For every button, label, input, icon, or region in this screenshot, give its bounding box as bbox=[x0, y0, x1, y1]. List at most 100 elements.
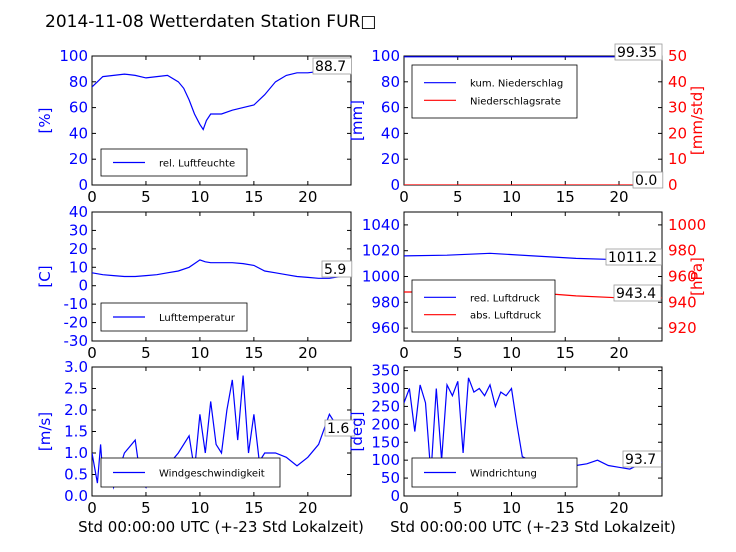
y2-tick-label: 50 bbox=[668, 47, 687, 65]
y2-tick-label: 940 bbox=[668, 293, 697, 311]
series-line-0 bbox=[92, 259, 351, 279]
legend: Windrichtung bbox=[411, 457, 578, 488]
y2-tick-label: 1000 bbox=[668, 216, 706, 234]
value-annotation: 5.9 bbox=[324, 262, 346, 278]
value-annotation-box bbox=[622, 450, 662, 468]
axes-frame bbox=[91, 55, 352, 186]
y-tick-label: 40 bbox=[381, 124, 400, 142]
y-tick-label: 150 bbox=[371, 433, 400, 451]
y-tick-label: 1.5 bbox=[64, 423, 88, 441]
legend-label: abs. Luftdruck bbox=[470, 311, 541, 322]
x-tick-label: 5 bbox=[141, 188, 151, 206]
y2-tick-label: 0 bbox=[668, 176, 678, 194]
legend: red. Luftdruck abs. Luftdruck bbox=[411, 279, 556, 333]
y-tick-label: -20 bbox=[64, 314, 89, 332]
x-tick-label: 0 bbox=[399, 188, 409, 206]
y2-axis-label: [hPa] bbox=[688, 257, 706, 296]
y-tick-label: 80 bbox=[69, 73, 88, 91]
x-tick-label: 10 bbox=[190, 188, 209, 206]
value-annotation: 943.4 bbox=[616, 286, 656, 302]
x-tick-label: 15 bbox=[556, 188, 575, 206]
y2-axis-label: [mm/std] bbox=[688, 86, 706, 155]
x-tick-label: 20 bbox=[609, 188, 628, 206]
y-tick-label: 2.0 bbox=[64, 401, 88, 419]
y-tick-label: 250 bbox=[371, 397, 400, 415]
y2-tick-label: 10 bbox=[668, 150, 687, 168]
legend-label: Lufttemperatur bbox=[159, 313, 236, 324]
y-tick-label: 3.0 bbox=[64, 358, 88, 376]
y-tick-label: 30 bbox=[69, 221, 88, 239]
legend-label: Niederschlagsrate bbox=[470, 96, 561, 107]
value-annotation-box bbox=[632, 171, 664, 189]
y-tick-label: 20 bbox=[69, 240, 88, 258]
y-tick-label: 1040 bbox=[362, 216, 400, 234]
value-annotation: 93.7 bbox=[625, 452, 656, 468]
x-tick-label: 0 bbox=[399, 499, 409, 517]
x-tick-label: 10 bbox=[502, 188, 521, 206]
x-tick-label: 20 bbox=[609, 344, 628, 362]
y-tick-label: 100 bbox=[371, 451, 400, 469]
x-tick-label: 20 bbox=[298, 344, 317, 362]
value-annotation: 1011.2 bbox=[608, 250, 657, 266]
x-tick-label: 0 bbox=[87, 188, 97, 206]
y-tick-label: 1020 bbox=[362, 242, 400, 260]
x-tick-label: 5 bbox=[141, 499, 151, 517]
legend-frame bbox=[411, 64, 578, 119]
legend: rel. Luftfeuchte bbox=[100, 148, 248, 177]
x-tick-label: 15 bbox=[244, 499, 263, 517]
x-tick-label: 10 bbox=[190, 344, 209, 362]
y-tick-label: 10 bbox=[69, 258, 88, 276]
y2-tick-label: 980 bbox=[668, 242, 697, 260]
x-tick-label: 15 bbox=[556, 499, 575, 517]
y-tick-label: 1000 bbox=[362, 268, 400, 286]
value-annotation-box bbox=[613, 284, 662, 302]
x-tick-label: 5 bbox=[453, 188, 463, 206]
y-tick-label: 0 bbox=[390, 176, 400, 194]
y2-tick-label: 920 bbox=[668, 319, 697, 337]
legend: Lufttemperatur bbox=[100, 302, 248, 332]
y-tick-label: 40 bbox=[69, 203, 88, 221]
legend: Windgeschwindigkeit bbox=[100, 457, 281, 488]
x-axis-label-left: Std 00:00:00 UTC (+-23 Std Lokalzeit) bbox=[78, 518, 364, 536]
x-tick-label: 10 bbox=[502, 499, 521, 517]
y-tick-label: 980 bbox=[371, 293, 400, 311]
y-tick-label: 0 bbox=[78, 277, 88, 295]
value-annotation: 0.0 bbox=[635, 173, 657, 189]
y-tick-label: 80 bbox=[381, 73, 400, 91]
y-tick-label: 300 bbox=[371, 380, 400, 398]
x-tick-label: 10 bbox=[502, 344, 521, 362]
x-tick-label: 5 bbox=[453, 344, 463, 362]
y-tick-label: 2.5 bbox=[64, 380, 88, 398]
y-axis-label: [mm] bbox=[348, 100, 366, 141]
y2-tick-label: 30 bbox=[668, 99, 687, 117]
x-tick-label: 5 bbox=[453, 499, 463, 517]
y-axis-label: [deg] bbox=[348, 412, 366, 452]
y2-tick-label: 960 bbox=[668, 268, 697, 286]
axes-frame bbox=[403, 366, 663, 497]
x-tick-label: 20 bbox=[298, 188, 317, 206]
legend-frame bbox=[411, 279, 556, 333]
y-tick-label: 20 bbox=[69, 150, 88, 168]
legend-label: red. Luftdruck bbox=[470, 293, 540, 304]
figure-title: 2014-11-08 Wetterdaten Station FUR□ bbox=[45, 12, 376, 32]
y-axis-label: [%] bbox=[36, 108, 54, 134]
y2-tick-label: 20 bbox=[668, 124, 687, 142]
y-tick-label: 0 bbox=[78, 176, 88, 194]
y-tick-label: 0 bbox=[390, 487, 400, 505]
x-tick-label: 0 bbox=[399, 344, 409, 362]
series-line-0 bbox=[404, 377, 662, 475]
x-tick-label: 15 bbox=[244, 188, 263, 206]
x-tick-label: 15 bbox=[556, 344, 575, 362]
panel-wind-speed: 0 5 10 15 20 0.0 0.5 1.0 1.5 2.0 2.5 3.0 [m/s] Windge… bbox=[36, 358, 356, 517]
y-tick-label: 40 bbox=[69, 124, 88, 142]
panel-temperature: 0 5 10 15 20-30-20-10010203040[C]Lufttempera… bbox=[36, 203, 353, 362]
value-annotation-box bbox=[321, 260, 353, 278]
value-annotation: 88.7 bbox=[315, 59, 346, 75]
y-tick-label: 0.5 bbox=[64, 466, 88, 484]
panel-pressure: 0 5 10 15 20 960 980 1000 1020 1040 920 940 960 980 10… bbox=[362, 211, 706, 362]
x-tick-label: 15 bbox=[244, 344, 263, 362]
y-tick-label: 0.0 bbox=[64, 487, 88, 505]
x-axis-label-right: Std 00:00:00 UTC (+-23 Std Lokalzeit) bbox=[390, 518, 676, 536]
x-tick-label: 10 bbox=[190, 499, 209, 517]
series-line-0 bbox=[92, 375, 351, 490]
